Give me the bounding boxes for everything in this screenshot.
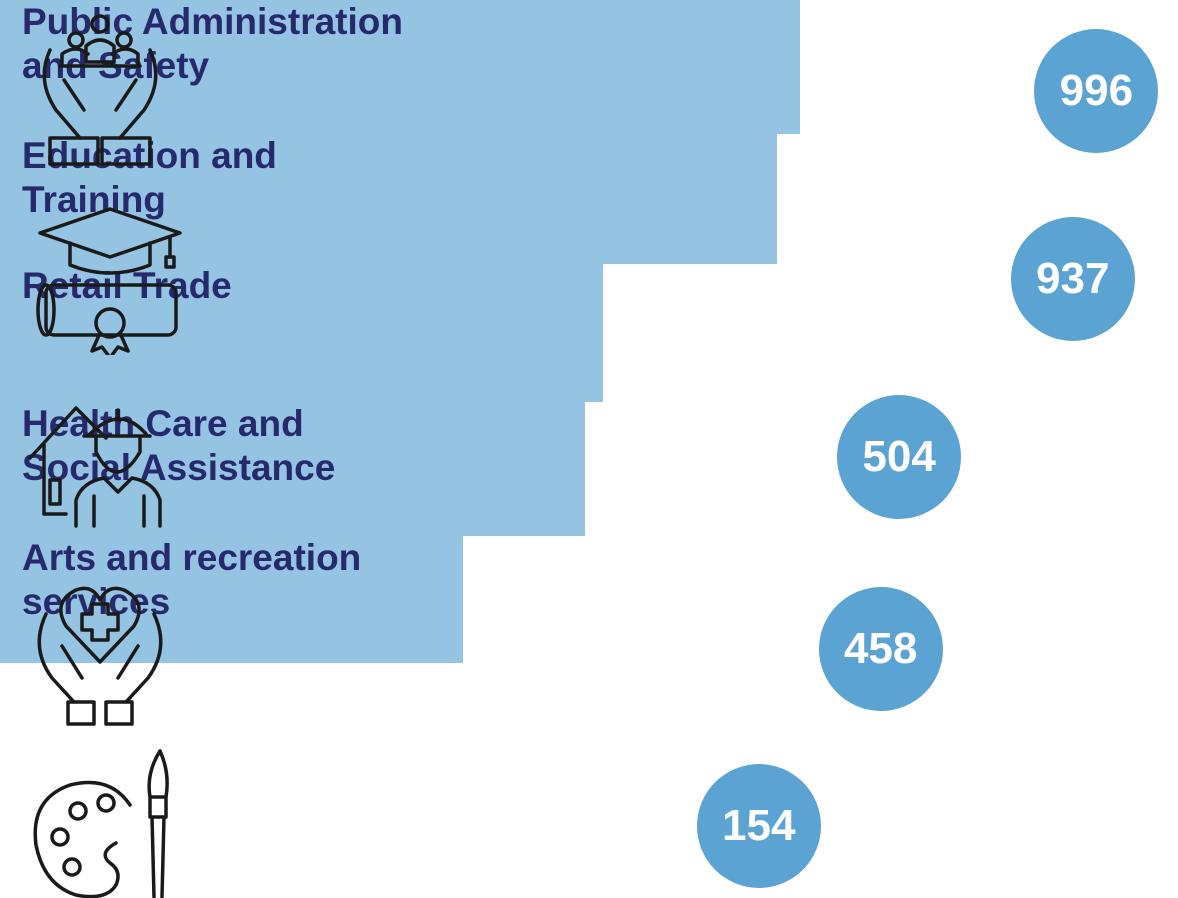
value-label: 154 — [722, 800, 796, 850]
value-bubble: 996 — [1034, 29, 1159, 153]
value-bubble: 504 — [837, 395, 962, 519]
bar-label: Arts and recreation services — [22, 537, 362, 622]
value-label: 937 — [1036, 254, 1110, 303]
bar: Education and Training — [0, 134, 777, 264]
bar-label: Education and Training — [22, 135, 277, 220]
icon-retail — [28, 406, 162, 528]
icon-education — [36, 207, 182, 355]
icon-public-admin — [42, 14, 158, 166]
icon-arts — [33, 749, 169, 898]
bar: Health Care and Social Assistance — [0, 402, 585, 536]
value-label: 458 — [843, 624, 918, 673]
value-label: 504 — [862, 432, 936, 481]
value-label: 996 — [1059, 66, 1134, 115]
value-bubble: 458 — [818, 587, 943, 711]
bar: Arts and recreation services — [0, 536, 463, 663]
value-bubble: 937 — [1010, 217, 1135, 341]
value-bubble: 154 — [696, 763, 821, 888]
icon-health — [37, 586, 163, 726]
